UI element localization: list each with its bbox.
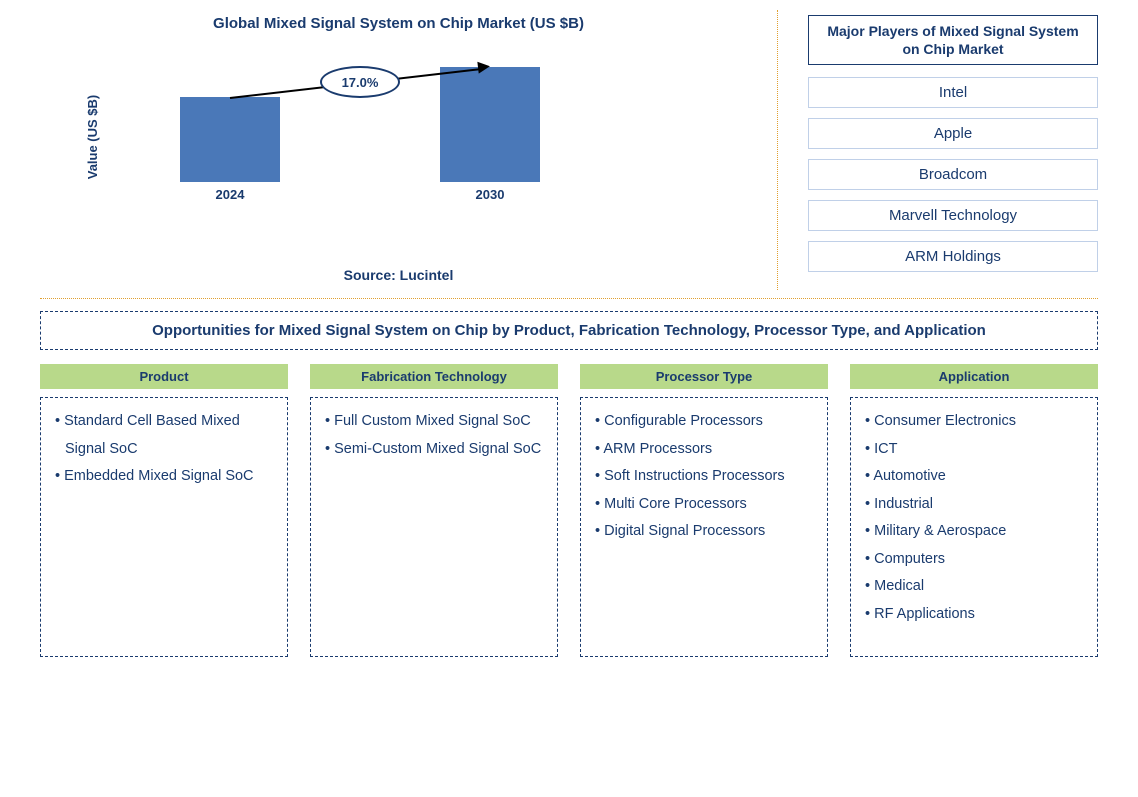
player-item: Broadcom (808, 159, 1098, 190)
x-label-2024: 2024 (180, 187, 280, 202)
player-item: ARM Holdings (808, 241, 1098, 272)
player-item: Intel (808, 77, 1098, 108)
category-item: Automotive (871, 463, 1087, 491)
category-item: Multi Core Processors (601, 491, 817, 519)
cagr-value: 17.0% (342, 75, 379, 90)
categories-row: Product Standard Cell Based Mixed Signal … (40, 364, 1098, 657)
player-item: Marvell Technology (808, 200, 1098, 231)
category-header: Processor Type (580, 364, 828, 389)
section-divider (40, 298, 1098, 299)
category-item: Semi-Custom Mixed Signal SoC (331, 436, 547, 464)
category-item: Standard Cell Based Mixed Signal SoC (61, 408, 277, 463)
opportunities-title: Opportunities for Mixed Signal System on… (40, 311, 1098, 350)
category-item: Consumer Electronics (871, 408, 1087, 436)
category-item: Embedded Mixed Signal SoC (61, 463, 277, 491)
cagr-badge: 17.0% (320, 66, 400, 98)
top-section: Global Mixed Signal System on Chip Marke… (40, 10, 1098, 290)
bar-plot: 17.0% (140, 52, 677, 182)
category-item: Industrial (871, 491, 1087, 519)
category-item: Full Custom Mixed Signal SoC (331, 408, 547, 436)
category-item: Military & Aerospace (871, 518, 1087, 546)
players-title: Major Players of Mixed Signal System on … (808, 15, 1098, 65)
chart-source: Source: Lucintel (40, 267, 757, 283)
chart-title: Global Mixed Signal System on Chip Marke… (40, 15, 757, 32)
category-column: Processor Type Configurable ProcessorsARM… (580, 364, 828, 657)
category-item: ICT (871, 436, 1087, 464)
y-axis-label: Value (US $B) (85, 95, 100, 180)
players-panel: Major Players of Mixed Signal System on … (778, 10, 1098, 290)
category-item: RF Applications (871, 601, 1087, 629)
category-item: Configurable Processors (601, 408, 817, 436)
players-list: Intel Apple Broadcom Marvell Technology ARM … (808, 77, 1098, 272)
category-item: ARM Processors (601, 436, 817, 464)
category-column: Application Consumer ElectronicsICTAutomo… (850, 364, 1098, 657)
category-header: Fabrication Technology (310, 364, 558, 389)
category-header: Application (850, 364, 1098, 389)
category-item: Computers (871, 546, 1087, 574)
category-header: Product (40, 364, 288, 389)
category-body: Standard Cell Based Mixed Signal SoCEmbe… (40, 397, 288, 657)
growth-arrow-head-icon (477, 60, 490, 73)
category-column: Fabrication Technology Full Custom Mixed … (310, 364, 558, 657)
category-item: Soft Instructions Processors (601, 463, 817, 491)
player-item: Apple (808, 118, 1098, 149)
category-body: Configurable ProcessorsARM ProcessorsSof… (580, 397, 828, 657)
chart-area: Global Mixed Signal System on Chip Marke… (40, 10, 778, 290)
category-item: Digital Signal Processors (601, 518, 817, 546)
category-column: Product Standard Cell Based Mixed Signal … (40, 364, 288, 657)
chart-box: Value (US $B) 17.0% 2024 2030 (100, 52, 737, 222)
category-body: Consumer ElectronicsICTAutomotiveIndustr… (850, 397, 1098, 657)
bar-2030 (440, 67, 540, 182)
category-item: Medical (871, 573, 1087, 601)
bar-2024 (180, 97, 280, 182)
category-body: Full Custom Mixed Signal SoCSemi-Custom … (310, 397, 558, 657)
x-label-2030: 2030 (440, 187, 540, 202)
